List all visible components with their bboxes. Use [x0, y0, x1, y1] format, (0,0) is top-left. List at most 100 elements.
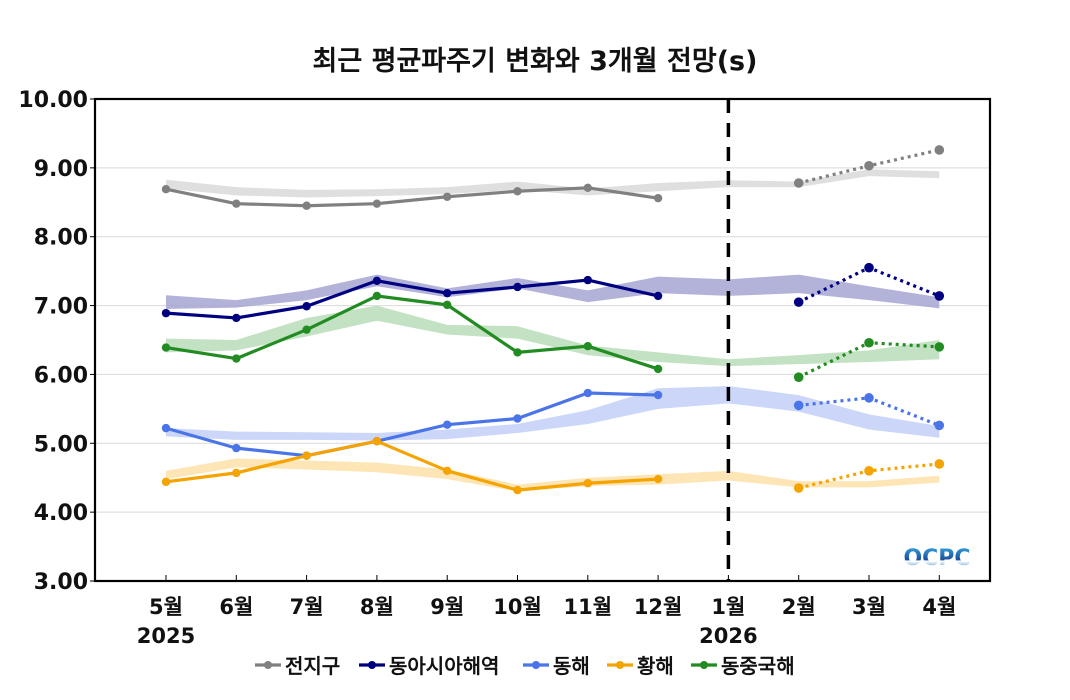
observed-point — [513, 348, 522, 357]
legend: 전지구 동아시아해역 동해 황해 동중국해 — [255, 654, 795, 678]
y-tick-label: 8.00 — [34, 226, 88, 251]
x-tick-label: 9월 — [430, 595, 464, 619]
legend-item-2: 동해 — [523, 654, 590, 678]
legend-label: 동아시아해역 — [389, 654, 499, 678]
observed-point — [653, 474, 663, 484]
plot-frame — [93, 97, 992, 583]
observed-point — [443, 192, 452, 201]
forecast-point — [934, 145, 945, 155]
chart-title: 최근 평균파주기 변화와 3개월 전망(s) — [313, 46, 758, 77]
forecast-point — [934, 420, 945, 431]
forecast-bands — [166, 169, 940, 492]
observed-point — [583, 275, 592, 285]
observed-point — [161, 423, 171, 433]
observed-point — [232, 313, 241, 323]
observed-point — [161, 477, 171, 487]
legend-swatch-marker — [532, 661, 540, 669]
axes: 3.00 4.00 5.00 6.00 7.00 8.00 9.00 10.00 5월 6월 7월 8… — [18, 88, 992, 648]
ocpc-logo: OCPC — [903, 546, 970, 571]
forecast-point — [793, 400, 804, 411]
band-4 — [166, 305, 940, 367]
observed-point — [161, 343, 171, 352]
legend-item-4: 동중국해 — [691, 654, 795, 678]
observed-point — [583, 388, 592, 398]
forecast-point — [864, 393, 874, 403]
x-tick-label: 12월 — [634, 595, 683, 619]
observed-line-4 — [165, 294, 659, 371]
x-tick-label: 6월 — [219, 595, 253, 619]
observed-point — [653, 364, 663, 374]
observed-point — [372, 437, 382, 446]
forecast-point — [793, 297, 804, 307]
observed-point — [653, 193, 663, 203]
year-label: 2025 — [137, 624, 195, 648]
observed-line-3 — [165, 439, 659, 492]
x-tick-label: 4월 — [922, 595, 956, 619]
legend-swatch-marker — [700, 661, 708, 669]
legend-label: 전지구 — [285, 654, 340, 678]
legend-swatch-marker — [616, 661, 624, 669]
observed-line-0 — [165, 186, 659, 208]
legend-item-3: 황해 — [607, 654, 674, 678]
forecast-point — [793, 483, 804, 493]
observed-point — [232, 443, 241, 453]
forecast-point — [793, 178, 804, 188]
observed-point — [232, 354, 241, 363]
observed-point — [513, 485, 522, 495]
forecast-point — [864, 160, 874, 171]
x-tick-label: 1월 — [711, 595, 745, 619]
y-tick-label: 7.00 — [34, 295, 88, 320]
legend-item-1: 동아시아해역 — [359, 654, 499, 678]
observed-point — [302, 325, 311, 334]
observed-point — [583, 341, 592, 351]
x-tick-label: 5월 — [149, 595, 183, 619]
y-tick-label: 9.00 — [34, 157, 88, 182]
legend-label: 동해 — [553, 654, 590, 678]
observed-point — [372, 276, 382, 285]
observed-line-1 — [165, 278, 659, 320]
observed-point — [583, 479, 592, 488]
observed-point — [513, 282, 522, 292]
x-tick-label: 3월 — [852, 595, 886, 619]
series-lines — [161, 145, 945, 495]
legend-label: 동중국해 — [721, 654, 795, 678]
forecast-point — [864, 262, 874, 273]
forecast-point — [864, 466, 874, 476]
observed-point — [443, 420, 452, 429]
y-tick-label: 10.00 — [18, 88, 88, 113]
observed-point — [232, 468, 241, 478]
legend-swatch-marker — [264, 661, 272, 669]
observed-point — [161, 308, 171, 318]
observed-point — [513, 187, 522, 196]
x-tick-label: 2월 — [782, 595, 816, 619]
observed-point — [232, 199, 241, 208]
observed-point — [302, 201, 311, 210]
y-tick-label: 6.00 — [34, 363, 88, 388]
observed-point — [372, 291, 382, 301]
x-tick-label: 11월 — [564, 595, 613, 619]
observed-point — [443, 288, 452, 298]
watermark-logo: OCPC — [903, 546, 970, 571]
observed-point — [443, 466, 452, 476]
y-tick-label: 3.00 — [34, 570, 88, 595]
band-3 — [166, 458, 940, 492]
observed-point — [513, 414, 522, 423]
x-tick-label: 10월 — [493, 595, 542, 619]
observed-point — [302, 302, 311, 311]
observed-point — [302, 451, 311, 460]
band-1 — [166, 274, 940, 310]
year-label: 2026 — [699, 624, 757, 648]
forecast-point — [793, 372, 804, 382]
observed-point — [161, 185, 171, 194]
forecast-point — [934, 459, 945, 469]
legend-label: 황해 — [637, 654, 674, 678]
observed-line-2 — [165, 391, 659, 458]
x-tick-label: 8월 — [360, 595, 394, 619]
observed-point — [443, 300, 452, 310]
x-tick-label: 7월 — [290, 595, 324, 619]
observed-point — [653, 390, 663, 400]
band-2 — [166, 386, 940, 441]
y-tick-label: 4.00 — [34, 501, 88, 526]
forecast-point — [934, 342, 945, 352]
